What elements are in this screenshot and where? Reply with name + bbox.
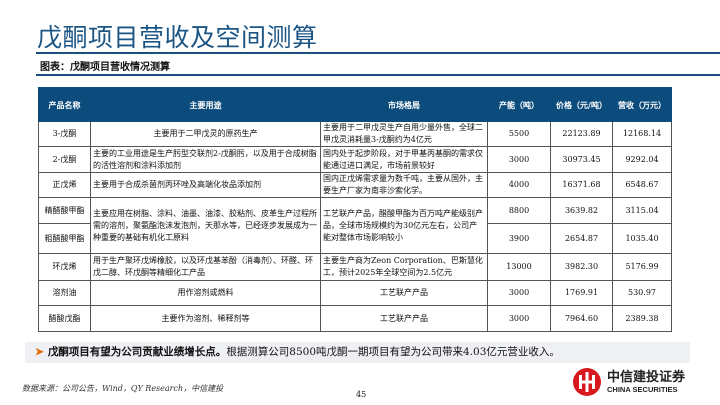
key-point: ➤ 戊酮项目有望为公司贡献业绩增长点。根据测算公司8500吨戊酮一期项目有望为公司… [25,342,690,363]
revenue-cell: 5176.99 [612,253,672,281]
product-name-cell: 醋酸戊酯 [38,305,91,332]
revenue-cell: 12168.14 [612,121,672,147]
market-cell: 主要用于二甲戊灵生产自用少量外售，全球二甲戊灵消耗量3-戊酮约为4亿元 [320,121,488,147]
revenue-table: 产品名称 主要用途 市场格局 产能（吨） 价格（元/吨） 营收（万元） 3-戊酮… [38,87,672,332]
capacity-cell: 8800 [487,197,551,224]
key-point-heading: 戊酮项目有望为公司贡献业绩增长点。 [47,346,227,358]
table-row: 醋酸戊酯 主要作为溶剂、稀释剂等 工艺联产产品 3000 7964.60 2389.38 [38,305,672,332]
market-cell: 工艺联产产品 [320,280,488,306]
main-use-cell: 用于生产聚环戊烯橡胶，以及环戊基苯酚（消毒剂）、环醛、环戊二醇、环戊酮等精细化工… [90,253,321,281]
revenue-cell: 3115.04 [612,197,672,224]
revenue-cell: 530.97 [612,280,672,306]
table-caption: 图表：戊酮项目营收情况测算 [40,62,170,73]
price-cell: 7964.60 [550,305,613,332]
main-use-cell: 主要的工业用途是生产肟型交联剂2-戊酮肟，以及用于合成树脂的活性溶剂和涂料添加剂 [90,146,321,173]
table-row: 精醋酸甲酯 主要应用在树脂、涂料、油墨、油漆、胶粘剂、皮革生产过程所需的溶剂，聚氨… [38,197,672,254]
price-cell: 3982.30 [550,253,613,281]
price-cell: 22123.89 [550,121,613,147]
table-row: 溶剂油 用作溶剂或燃料 工艺联产产品 3000 1769.91 530.97 [38,280,672,306]
logo-text-cn: 中信建投证券 [607,370,686,385]
logo-emblem-icon [573,368,601,396]
table-header-row: 产品名称 主要用途 市场格局 产能（吨） 价格（元/吨） 营收（万元） [38,87,672,122]
key-point-text: 根据测算公司8500吨戊酮一期项目有望为公司带来4.03亿元营业收入。 [226,346,560,358]
logo-text-en: CHINA SECURITIES [607,385,678,394]
table-row: 环戊烯 用于生产聚环戊烯橡胶，以及环戊基苯酚（消毒剂）、环醛、环戊二醇、环戊酮等精… [38,253,672,281]
capacity-cell: 3000 [487,305,551,332]
column-header: 营收（万元） [612,87,672,122]
caption-divider [36,74,720,76]
price-cell: 30973.45 [550,146,613,173]
title-divider [36,52,720,54]
market-cell: 国内正戊烯需求量为数千吨，主要从国外，主要生产厂家为南非沙索化学。 [320,172,488,198]
main-use-cell: 主要作为溶剂、稀释剂等 [90,305,321,332]
product-name-cell: 3-戊酮 [38,121,91,147]
price-cell: 1769.91 [550,280,613,306]
capacity-cell: 13000 [487,253,551,281]
price-cell: 16371.68 [550,172,613,198]
product-name-cell: 溶剂油 [38,280,91,306]
column-header: 产能（吨） [487,87,551,122]
column-header: 价格（元/吨） [550,87,613,122]
price-cell: 2654.87 [550,223,613,254]
page-number: 45 [356,390,367,399]
arrow-right-icon: ➤ [35,346,44,358]
column-header: 主要用途 [90,87,321,122]
main-use-cell: 主要用于二甲戊灵的原药生产 [90,121,321,147]
main-use-cell: 主要用于合成杀菌剂丙环唑及高端化妆品添加剂 [90,172,321,198]
table-row: 2-戊酮 主要的工业用途是生产肟型交联剂2-戊酮肟，以及用于合成树脂的活性溶剂和涂… [38,146,672,173]
capacity-cell: 5500 [487,121,551,147]
revenue-cell: 1035.40 [612,223,672,254]
market-cell: 工艺联产产品，醋酸甲酯为百万吨产能级别产品，全球市场规模约为30亿元左右，公司产… [320,197,488,254]
price-cell: 3639.82 [550,197,613,224]
page-title: 戊酮项目营收及空间测算 [37,23,318,52]
product-name-cell: 精醋酸甲酯 [38,197,91,224]
market-cell: 工艺联产产品 [320,305,488,332]
data-source: 数据来源：公司公告，Wind，QY Research，中信建投 [22,384,224,393]
table-row: 粗醋酸甲酯 3900 2654.87 1035.40 [38,223,672,254]
market-cell: 主要生产商为Zeon Corporation、巴斯慧化工，预计2025年全球空间… [320,253,488,281]
revenue-cell: 6548.67 [612,172,672,198]
main-use-cell: 主要应用在树脂、涂料、油墨、油漆、胶粘剂、皮革生产过程所需的溶剂，聚氨酯泡沫发泡… [90,197,321,254]
table-row: 正戊烯 主要用于合成杀菌剂丙环唑及高端化妆品添加剂 国内正戊烯需求量为数千吨，主要从… [38,172,672,198]
revenue-cell: 9292.04 [612,146,672,173]
main-use-cell: 用作溶剂或燃料 [90,280,321,306]
column-header: 市场格局 [320,87,488,122]
product-name-cell: 正戊烯 [38,172,91,198]
table-row: 3-戊酮 主要用于二甲戊灵的原药生产 主要用于二甲戊灵生产自用少量外售，全球二甲戊灵… [38,121,672,147]
product-name-cell: 环戊烯 [38,253,91,281]
capacity-cell: 4000 [487,172,551,198]
revenue-cell: 2389.38 [612,305,672,332]
capacity-cell: 3000 [487,280,551,306]
capacity-cell: 3900 [487,223,551,254]
column-header: 产品名称 [38,87,91,122]
company-logo: 中信建投证券 CHINA SECURITIES [572,367,685,397]
capacity-cell: 3000 [487,146,551,173]
product-name-cell: 粗醋酸甲酯 [38,223,91,254]
product-name-cell: 2-戊酮 [38,146,91,173]
market-cell: 国内处于起步阶段，对于甲基丙基酮的需求仅能通过进口满足，市场前景较好 [320,146,488,173]
